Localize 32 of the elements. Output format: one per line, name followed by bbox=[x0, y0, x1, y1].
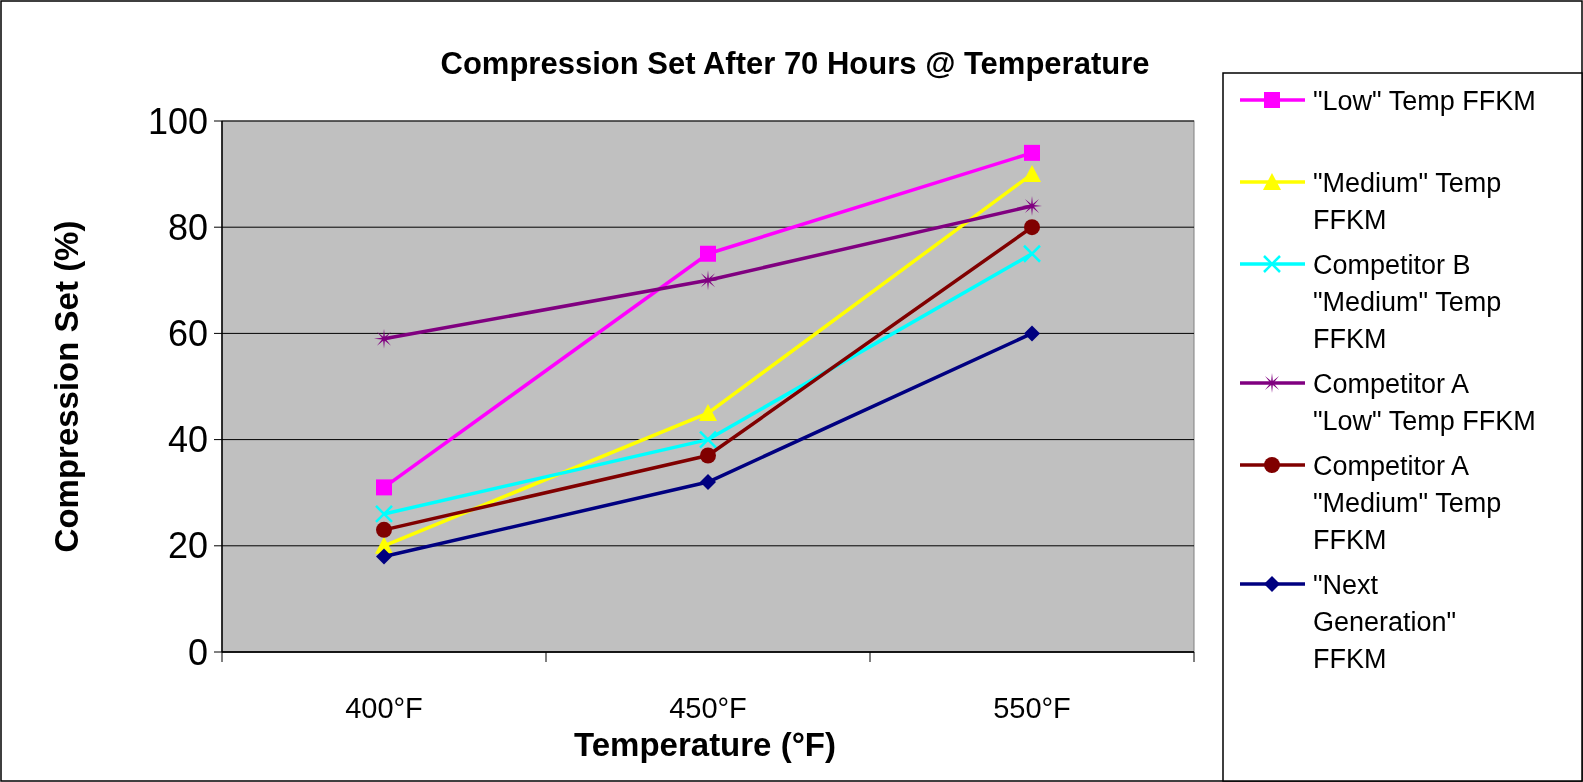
point bbox=[699, 404, 717, 422]
point bbox=[376, 479, 392, 496]
point bbox=[1024, 144, 1040, 161]
legend-label: Competitor A "Medium" Temp FFKM bbox=[1313, 451, 1502, 555]
point bbox=[700, 474, 716, 491]
x-tick-label: 450°F bbox=[669, 692, 747, 724]
legend-label: Competitor A "Low" Temp FFKM bbox=[1313, 369, 1536, 436]
chart-title: Compression Set After 70 Hours @ Temperature bbox=[440, 46, 1150, 81]
point bbox=[1024, 325, 1040, 342]
x-tick-label: 550°F bbox=[993, 692, 1071, 724]
point bbox=[376, 521, 392, 538]
y-tick-label: 80 bbox=[167, 206, 208, 248]
point bbox=[376, 548, 392, 565]
y-tick-label: 0 bbox=[187, 631, 208, 673]
y-tick-label: 60 bbox=[167, 313, 208, 354]
point bbox=[1023, 165, 1041, 183]
point bbox=[700, 245, 716, 262]
legend-label: "Medium" Temp FFKM bbox=[1313, 168, 1502, 235]
legend-label: "Next Generation" FFKM bbox=[1313, 570, 1457, 674]
point bbox=[698, 430, 718, 449]
legend-label: "Low" Temp FFKM bbox=[1313, 86, 1536, 116]
legend-label: Competitor B "Medium" Temp FFKM bbox=[1313, 250, 1502, 354]
x-tick-label: 400°F bbox=[345, 692, 423, 724]
y-tick-label: 100 bbox=[147, 100, 208, 142]
x-axis-title: Temperature (°F) bbox=[574, 726, 836, 763]
point bbox=[700, 447, 716, 464]
y-axis-title: Compression Set (%) bbox=[48, 220, 85, 553]
y-tick-label: 40 bbox=[167, 419, 208, 461]
point bbox=[374, 504, 394, 524]
point bbox=[1022, 244, 1042, 263]
point bbox=[1024, 219, 1040, 236]
y-tick-label: 20 bbox=[167, 525, 208, 567]
